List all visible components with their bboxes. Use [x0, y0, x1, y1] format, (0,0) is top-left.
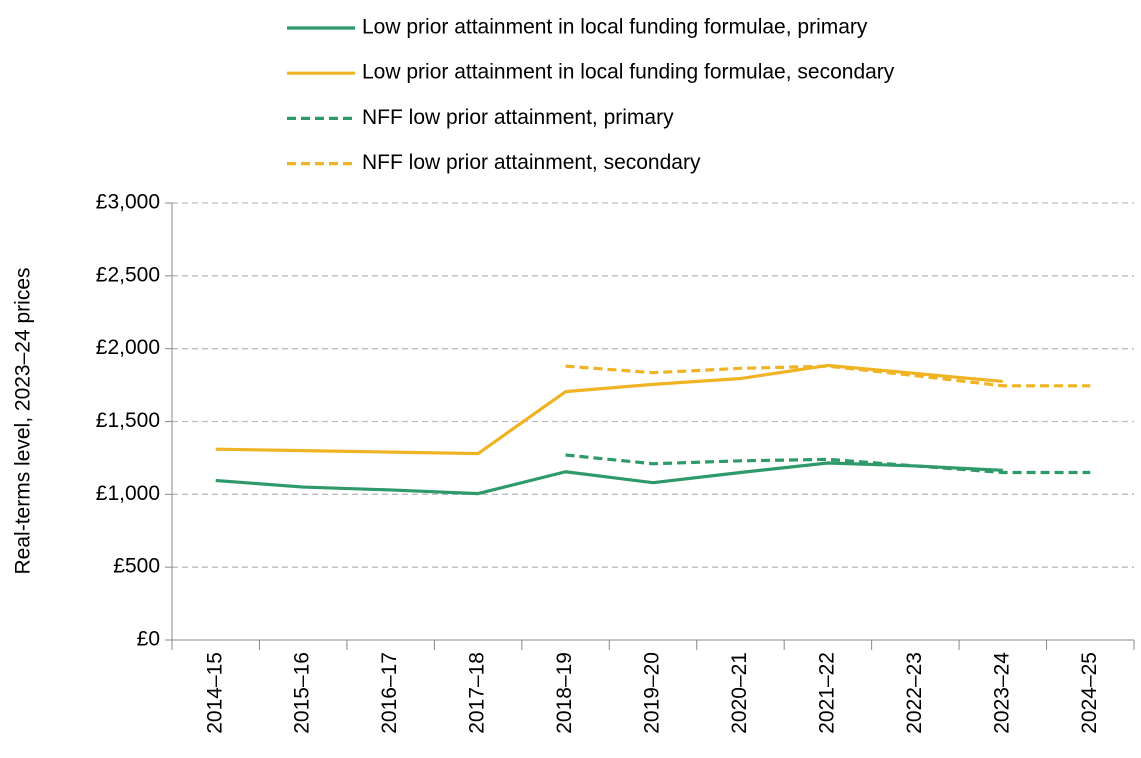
series-line	[215, 363, 1003, 456]
y-axis-label: Real-terms level, 2023–24 prices	[12, 268, 35, 575]
x-tick-label: 2023–24	[990, 652, 1013, 734]
legend-label: Low prior attainment in local funding fo…	[362, 61, 895, 84]
series-line	[565, 364, 1091, 388]
x-tick-label: 2016–17	[378, 652, 401, 734]
series-line	[215, 461, 1003, 496]
y-tick-label: £1,000	[96, 482, 160, 505]
legend-label: NFF low prior attainment, secondary	[362, 151, 701, 174]
x-tick-label: 2014–15	[203, 652, 226, 734]
y-tick-label: £2,000	[96, 336, 160, 359]
y-tick-label: £500	[113, 555, 160, 578]
x-tick-label: 2018–19	[553, 652, 576, 734]
series-line	[565, 453, 1091, 475]
x-tick-label: 2020–21	[728, 652, 751, 734]
y-tick-label: £3,000	[96, 191, 160, 214]
x-tick-label: 2021–22	[815, 652, 838, 734]
x-tick-label: 2019–20	[641, 652, 664, 734]
x-tick-label: 2015–16	[291, 652, 314, 734]
x-tick-label: 2017–18	[466, 652, 489, 734]
x-tick-label: 2022–23	[903, 652, 926, 734]
x-tick-label: 2024–25	[1078, 652, 1101, 734]
legend-label: NFF low prior attainment, primary	[362, 106, 674, 129]
y-tick-label: £0	[137, 628, 160, 651]
y-tick-label: £2,500	[96, 263, 160, 286]
legend-label: Low prior attainment in local funding fo…	[362, 16, 868, 39]
y-tick-label: £1,500	[96, 409, 160, 432]
